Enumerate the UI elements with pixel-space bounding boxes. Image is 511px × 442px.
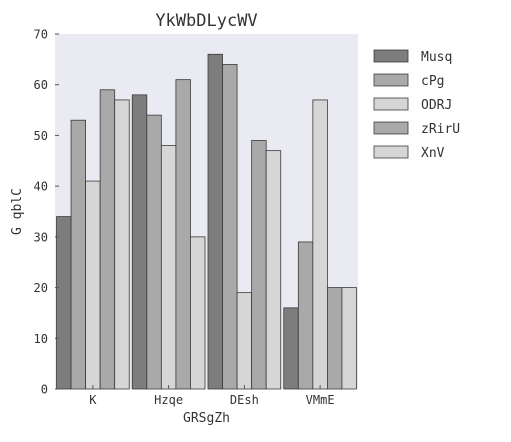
bar-ODRJ-VMmE <box>312 99 328 390</box>
legend-label: cPg <box>421 74 444 89</box>
legend-label: zRirU <box>421 122 460 137</box>
y-tick-label: 30 <box>34 230 48 244</box>
bars-layer <box>56 53 357 390</box>
legend-swatch <box>373 49 409 63</box>
bar-XnV-VMmE <box>341 287 357 390</box>
x-axis-label: GRSgZh <box>183 411 230 426</box>
y-tick-label: 60 <box>34 78 48 92</box>
y-tick-label: 40 <box>34 180 48 194</box>
bar-ODRJ-DEsh <box>236 292 253 390</box>
bar-XnV-K <box>114 99 130 390</box>
y-axis: 0 10 20 30 40 50 60 70 <box>34 28 59 397</box>
y-tick-label: 70 <box>34 28 48 42</box>
x-tick-label: DEsh <box>230 393 259 407</box>
legend: Musq cPg ODRJ zRirU XnV <box>373 49 460 161</box>
bar-zRirU-VMmE <box>326 287 343 390</box>
legend-swatch <box>373 97 409 111</box>
bar-zRirU-K <box>99 89 116 390</box>
bar-cPg-DEsh <box>222 64 238 390</box>
chart-title: YkWbDLycWV <box>155 11 257 31</box>
bar-Musq-K <box>56 216 72 390</box>
bar-zRirU-Hzqe <box>175 79 191 390</box>
bar-ODRJ-Hzqe <box>160 145 177 390</box>
y-tick-label: 50 <box>34 129 48 143</box>
y-tick-label: 10 <box>34 332 48 346</box>
legend-swatch <box>373 73 409 87</box>
bar-zRirU-DEsh <box>251 140 267 390</box>
legend-label: Musq <box>421 50 452 65</box>
bar-Musq-Hzqe <box>131 94 148 390</box>
x-tick-label: Hzqe <box>154 393 183 407</box>
bar-Musq-DEsh <box>207 53 223 390</box>
bar-cPg-Hzqe <box>146 114 162 390</box>
x-tick-label: VMmE <box>306 393 335 407</box>
legend-swatch <box>373 121 409 135</box>
bar-XnV-DEsh <box>265 150 282 390</box>
y-axis-label: G qblC <box>10 188 25 235</box>
legend-label: ODRJ <box>421 98 452 113</box>
bar-Musq-VMmE <box>283 307 299 390</box>
bar-cPg-K <box>70 119 86 390</box>
bar-ODRJ-K <box>85 180 101 390</box>
legend-swatch <box>373 145 409 159</box>
bar-XnV-Hzqe <box>190 236 206 390</box>
y-tick-label: 0 <box>41 383 48 397</box>
y-tick-label: 20 <box>34 281 48 295</box>
x-tick-label: K <box>89 393 97 407</box>
bar-cPg-VMmE <box>297 241 314 390</box>
x-axis: K Hzqe DEsh VMmE <box>89 385 335 407</box>
legend-label: XnV <box>421 146 445 161</box>
